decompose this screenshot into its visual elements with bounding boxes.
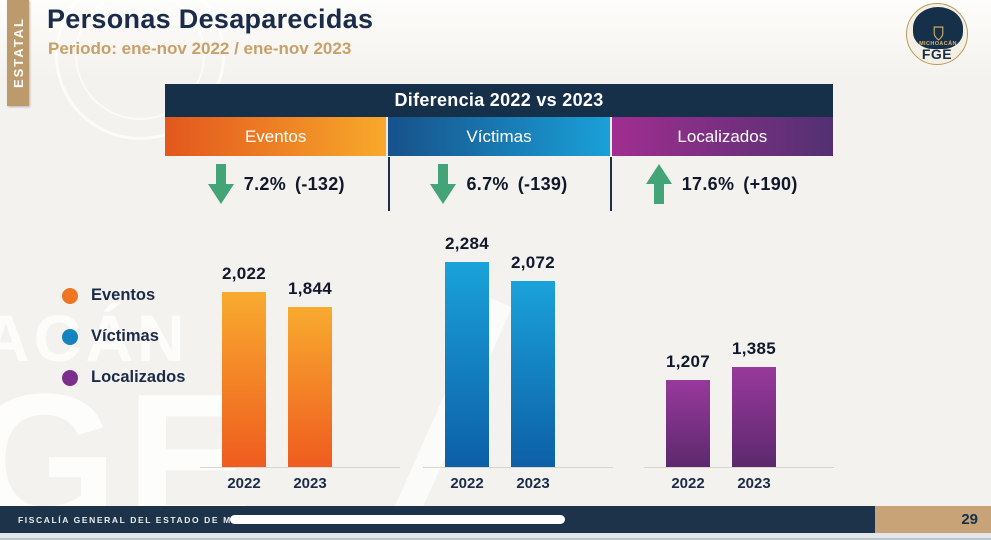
- bar-value-label: 2,284: [444, 234, 490, 253]
- bar-chart-localizados: 1,207 1,385 2022 2023: [644, 205, 834, 500]
- stat-eventos: 7.2% (-132): [165, 156, 388, 212]
- bar-value-label: 1,385: [731, 339, 777, 358]
- logo-acronym: FGE: [921, 46, 953, 62]
- logo-banner-text: MICHOACÁN: [919, 41, 957, 47]
- slide-bottom-edge: [0, 533, 991, 540]
- category-cell-eventos: Eventos: [165, 117, 387, 156]
- stat-victimas: 6.7% (-139): [388, 156, 611, 212]
- chart-baseline: [644, 467, 834, 468]
- bar-chart-eventos: 2,022 1,844 2022 2023: [200, 205, 400, 500]
- axis-label-2023: 2023: [737, 475, 771, 492]
- stat-localizados: 17.6% (+190): [610, 156, 833, 212]
- footer-org-name: FISCALÍA GENERAL DEL ESTADO DE MICHOACÁN: [18, 514, 291, 525]
- page-title: Personas Desaparecidas: [47, 4, 374, 34]
- footer-bar: FISCALÍA GENERAL DEL ESTADO DE MICHOACÁN…: [0, 506, 991, 533]
- axis-label-2023: 2023: [293, 475, 327, 492]
- bar-value-label: 2,072: [510, 253, 556, 272]
- bar-localizados-2022: [666, 380, 710, 467]
- axis-label-2022: 2022: [671, 475, 705, 492]
- stats-divider: [610, 157, 612, 211]
- legend-label: Eventos: [91, 286, 156, 304]
- bar-value-label: 1,844: [287, 279, 333, 298]
- bar-group-2023: 1,844: [288, 279, 332, 467]
- legend-dot-blue: [62, 328, 78, 345]
- bar-victimas-2022: [445, 262, 489, 467]
- legend-label: Víctimas: [91, 327, 159, 345]
- section-tab-estatal: ESTATAL: [7, 0, 29, 106]
- stat-localizados-value: 17.6% (+190): [681, 173, 798, 194]
- axis-label-2023: 2023: [516, 475, 550, 492]
- legend-item-victimas: Víctimas: [62, 327, 185, 346]
- fge-logo: FISCALÍA ESTADO MICHOACÁN FGE: [906, 3, 968, 65]
- bar-group-2023: 1,385: [732, 339, 776, 467]
- shield-icon: [933, 26, 943, 41]
- bar-eventos-2023: [288, 307, 332, 467]
- progress-scrollbar-handle[interactable]: [230, 515, 565, 524]
- bar-chart-victimas: 2,284 2,072 2022 2023: [423, 205, 613, 500]
- chart-legend: Eventos Víctimas Localizados: [62, 286, 185, 387]
- watermark-emblem-inner-circle: [75, 0, 205, 120]
- legend-dot-purple: [62, 369, 78, 386]
- legend-item-localizados: Localizados: [62, 368, 185, 387]
- category-cell-victimas: Víctimas: [386, 117, 610, 156]
- page-number-badge: 29: [875, 506, 991, 533]
- bar-victimas-2023: [511, 281, 555, 467]
- axis-label-2022: 2022: [227, 475, 261, 492]
- bar-localizados-2023: [732, 367, 776, 467]
- trend-down-arrow-icon: [207, 164, 234, 204]
- bar-eventos-2022: [222, 292, 266, 467]
- bar-group-2022: 1,207: [666, 352, 710, 467]
- chart-baseline: [423, 467, 613, 468]
- trend-down-arrow-icon: [430, 164, 457, 204]
- bar-group-2022: 2,022: [222, 264, 266, 467]
- watermark-emblem-circle: [55, 0, 225, 140]
- legend-dot-orange: [62, 287, 78, 304]
- page-subtitle: Periodo: ene-nov 2022 / ene-nov 2023: [48, 39, 352, 58]
- logo-shield-area: MICHOACÁN: [913, 7, 963, 49]
- trend-up-arrow-icon: [645, 164, 672, 204]
- comparison-header: Diferencia 2022 vs 2023: [165, 84, 833, 117]
- bar-value-label: 1,207: [665, 352, 711, 371]
- stat-victimas-value: 6.7% (-139): [466, 173, 568, 194]
- comparison-stats-row: 7.2% (-132) 6.7% (-139) 17.6% (+190): [165, 156, 833, 212]
- page-number: 29: [961, 511, 978, 528]
- legend-label: Localizados: [91, 368, 186, 386]
- bar-group-2023: 2,072: [511, 253, 555, 467]
- comparison-category-row: Eventos Víctimas Localizados: [165, 117, 833, 156]
- bar-group-2022: 2,284: [445, 234, 489, 467]
- legend-item-eventos: Eventos: [62, 286, 185, 305]
- stats-divider: [388, 157, 390, 211]
- bar-value-label: 2,022: [221, 264, 267, 283]
- section-tab-label: ESTATAL: [10, 17, 26, 89]
- chart-baseline: [200, 467, 400, 468]
- category-cell-localizados: Localizados: [609, 117, 833, 156]
- stat-eventos-value: 7.2% (-132): [243, 173, 345, 194]
- axis-label-2022: 2022: [450, 475, 484, 492]
